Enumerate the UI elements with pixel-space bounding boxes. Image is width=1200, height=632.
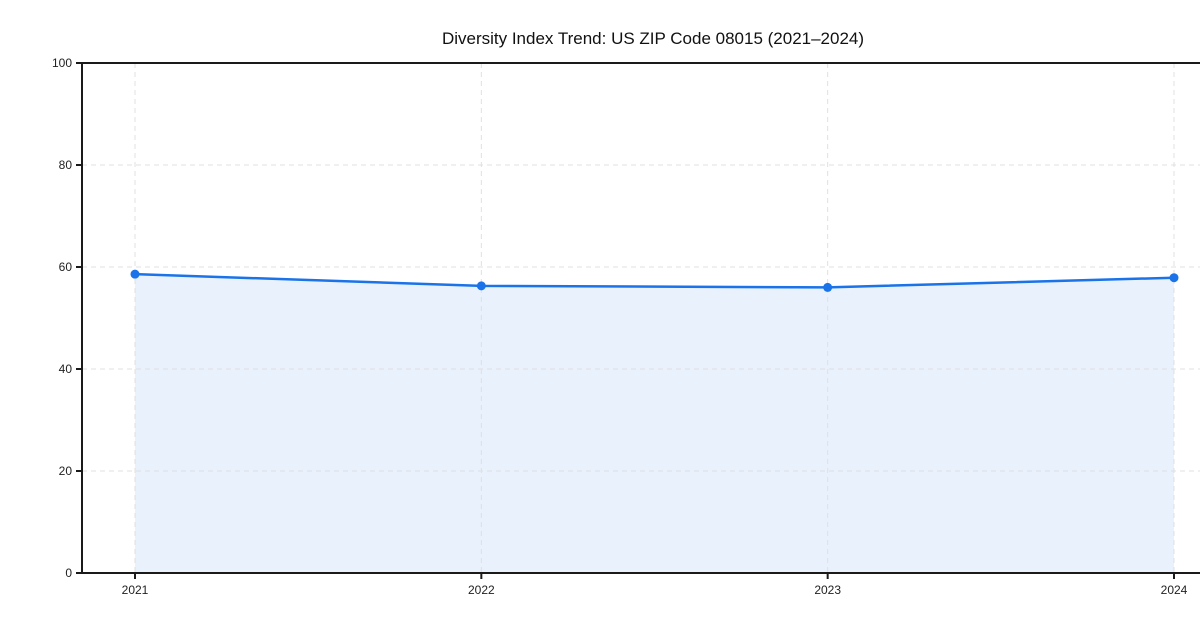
y-axis-tick-label: 60 [59, 260, 73, 274]
y-axis-tick-label: 20 [59, 464, 73, 478]
data-point-2024 [1169, 273, 1179, 283]
trend-line [133, 272, 1176, 289]
area-fill [135, 274, 1174, 573]
data-point-2023 [823, 282, 833, 292]
chart-canvas: 0 20 40 60 80 100 2021 2022 2023 2024 [52, 56, 1200, 597]
chart-title: Diversity Index Trend: US ZIP Code 08015… [441, 29, 865, 48]
x-axis-tick-label: 2021 [122, 583, 149, 597]
y-axis-tick-label: 40 [59, 362, 73, 376]
plot-border [81, 62, 1200, 574]
x-axis-tick-label: 2024 [1161, 583, 1188, 597]
x-axis-tick-label: 2023 [814, 583, 841, 597]
y-axis-tick-label: 0 [65, 566, 72, 580]
diversity-index-trend-chart: Diversity Index Trend: US ZIP Code 08015… [40, 16, 1200, 616]
data-point-2022 [476, 281, 486, 291]
data-point-2021 [130, 269, 140, 279]
y-axis-tick-label: 100 [52, 56, 72, 70]
x-axis-tick-label: 2022 [468, 583, 495, 597]
y-axis-tick-label: 80 [59, 158, 73, 172]
